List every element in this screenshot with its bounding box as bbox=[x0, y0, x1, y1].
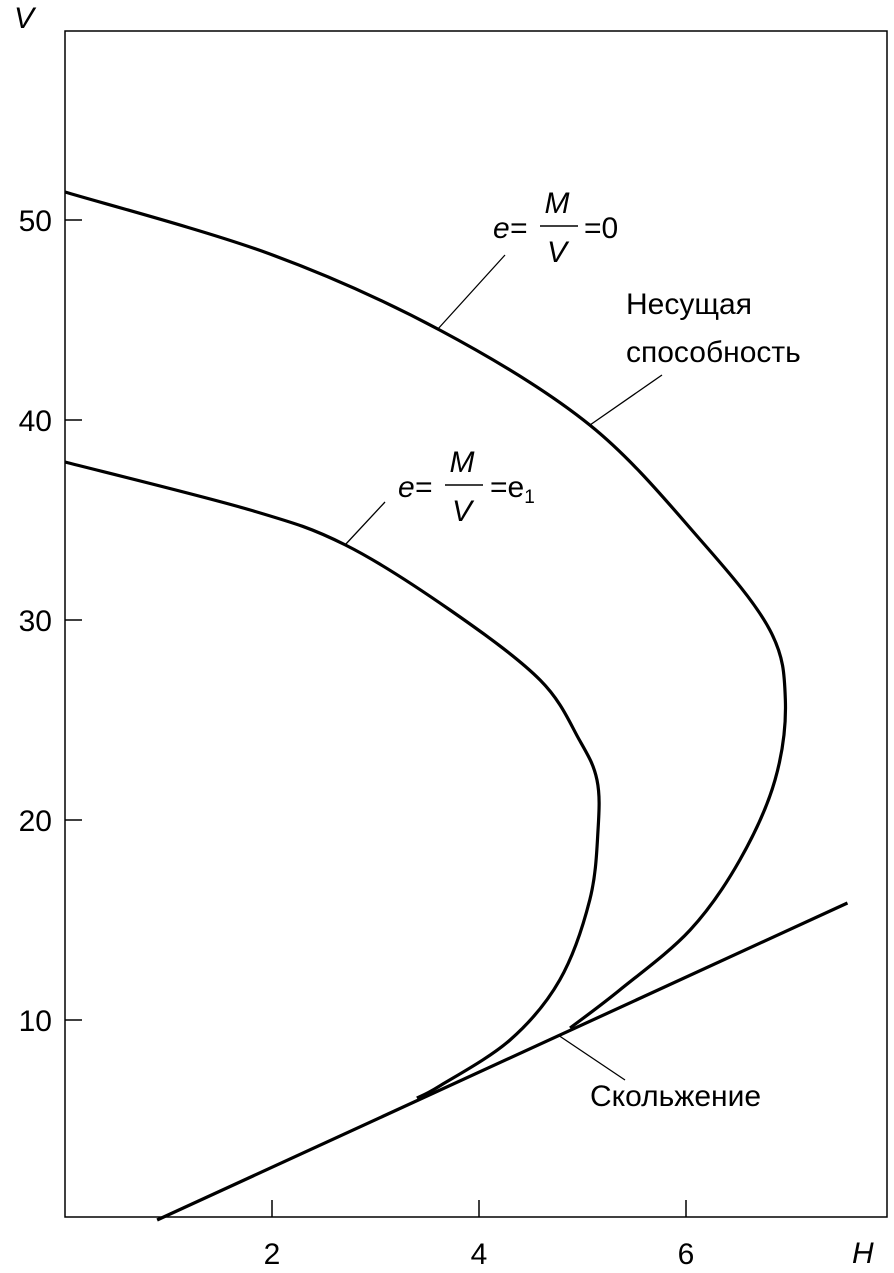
annotation-e0-den: V bbox=[547, 236, 570, 269]
x-axis-label: H bbox=[852, 1237, 874, 1270]
series-capacity-e0 bbox=[64, 190, 788, 1030]
y-axis-label: V bbox=[14, 2, 37, 35]
x-tick-label: 4 bbox=[471, 1238, 488, 1271]
annotation-e0: e= M V =0 bbox=[493, 187, 618, 269]
leader-e0 bbox=[436, 254, 506, 331]
x-tick-label: 6 bbox=[678, 1238, 695, 1271]
annotation-sliding: Скольжение bbox=[590, 1080, 761, 1113]
x-tick-label: 2 bbox=[264, 1238, 281, 1271]
plot-frame bbox=[64, 30, 888, 1218]
annotation-e0-lhs: e= bbox=[493, 212, 527, 245]
annotation-e1: e= M V =e1 bbox=[398, 446, 535, 528]
annotation-e1-rhs: =e1 bbox=[490, 471, 535, 508]
leader-e1 bbox=[344, 501, 386, 546]
annotation-e0-num: M bbox=[545, 187, 570, 220]
leader-capacity bbox=[589, 374, 663, 426]
annotation-e1-lhs: e= bbox=[398, 471, 432, 504]
annotation-capacity-2: способность bbox=[626, 336, 801, 369]
annotation-e0-rhs: =0 bbox=[584, 212, 618, 245]
y-tick-label: 50 bbox=[19, 205, 52, 238]
annotation-e1-den: V bbox=[452, 495, 475, 528]
series-sliding bbox=[156, 901, 849, 1222]
y-tick-label: 30 bbox=[19, 605, 52, 638]
annotation-capacity-1: Несущая bbox=[626, 288, 752, 321]
series-e1 bbox=[64, 460, 601, 1100]
y-tick-label: 40 bbox=[19, 405, 52, 438]
y-tick-label: 20 bbox=[19, 805, 52, 838]
annotation-e1-num: M bbox=[450, 446, 475, 479]
y-tick-label: 10 bbox=[19, 1005, 52, 1038]
leader-sliding bbox=[557, 1034, 626, 1081]
